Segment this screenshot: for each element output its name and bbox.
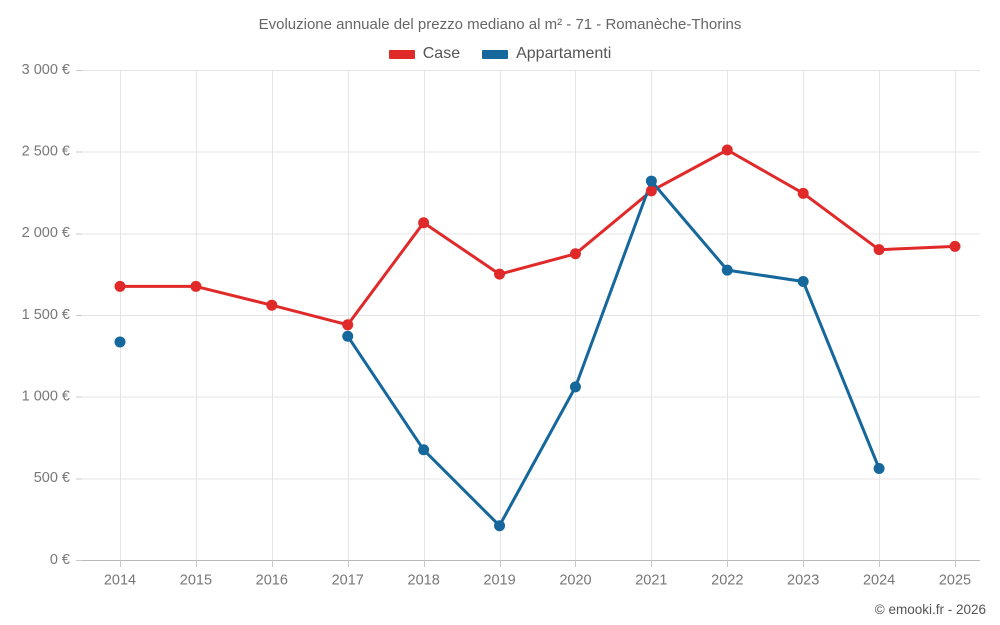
x-axis-tick-label: 2014 xyxy=(104,573,136,589)
data-point-marker[interactable] xyxy=(266,299,278,311)
data-point-marker[interactable] xyxy=(342,319,354,331)
data-point-marker[interactable] xyxy=(569,248,581,260)
data-point-marker[interactable] xyxy=(873,244,885,256)
x-axis-labels: 2014 2015 2016 2017 2018 2019 2020 2021 2022 2023… xyxy=(104,573,971,589)
series-markers xyxy=(114,144,961,532)
y-axis-tick-label: 1 500 € xyxy=(22,307,70,323)
x-axis-tick-label: 2024 xyxy=(863,573,895,589)
legend-item-case[interactable]: Case xyxy=(388,45,461,63)
data-point-marker[interactable] xyxy=(721,144,733,156)
legend-swatch-case xyxy=(388,49,415,59)
data-point-marker[interactable] xyxy=(494,520,506,532)
chart-legend: Case Appartamenti xyxy=(0,45,1000,63)
x-axis-tick-label: 2019 xyxy=(483,573,515,589)
y-axis-labels: 0 € 500 € 1 000 € 1 500 € 2 000 € 2 500 € 3 00… xyxy=(22,62,70,568)
legend-label-case: Case xyxy=(422,45,461,62)
x-axis-tick-label: 2021 xyxy=(635,573,667,589)
y-axis-tick-label: 3 000 € xyxy=(22,62,70,78)
x-axis-tick-label: 2015 xyxy=(180,573,212,589)
y-axis-tick-label: 0 € xyxy=(50,552,70,568)
chart-credit: © emooki.fr - 2026 xyxy=(874,602,986,617)
series-line xyxy=(118,148,957,327)
data-point-marker[interactable] xyxy=(721,264,733,276)
chart-title: Evoluzione annuale del prezzo mediano al… xyxy=(258,16,742,33)
data-point-marker[interactable] xyxy=(797,187,809,199)
series-lines xyxy=(118,148,957,528)
data-point-marker[interactable] xyxy=(873,463,885,475)
data-point-marker[interactable] xyxy=(949,240,961,252)
data-point-marker[interactable] xyxy=(569,381,581,393)
data-point-marker[interactable] xyxy=(645,185,657,197)
data-point-marker[interactable] xyxy=(645,175,657,187)
data-point-marker[interactable] xyxy=(797,276,809,288)
legend-swatch-appartamenti xyxy=(482,49,509,59)
x-axis-tick-label: 2022 xyxy=(711,573,743,589)
data-point-marker[interactable] xyxy=(418,217,430,229)
data-point-marker[interactable] xyxy=(190,280,202,292)
legend-label-appartamenti: Appartamenti xyxy=(516,45,612,62)
y-axis-tick-label: 500 € xyxy=(34,470,70,486)
x-axis-tick-label: 2020 xyxy=(559,573,591,589)
x-axis-tick-label: 2025 xyxy=(939,573,971,589)
y-axis-tick-label: 2 000 € xyxy=(22,225,70,241)
legend-item-appartamenti[interactable]: Appartamenti xyxy=(482,45,611,63)
data-point-marker[interactable] xyxy=(114,336,126,348)
y-axis-tick-label: 2 500 € xyxy=(22,143,70,159)
data-point-marker[interactable] xyxy=(114,280,126,292)
data-point-marker[interactable] xyxy=(342,330,354,342)
x-axis-tick-label: 2018 xyxy=(408,573,440,589)
data-point-marker[interactable] xyxy=(418,444,430,456)
x-axis-tick-label: 2017 xyxy=(332,573,364,589)
x-axis-tick-label: 2023 xyxy=(787,573,819,589)
y-axis-tick-label: 1 000 € xyxy=(22,388,70,404)
data-point-marker[interactable] xyxy=(494,268,506,280)
gridlines xyxy=(76,70,980,567)
series-line xyxy=(346,179,881,528)
x-axis-tick-label: 2016 xyxy=(256,573,288,589)
